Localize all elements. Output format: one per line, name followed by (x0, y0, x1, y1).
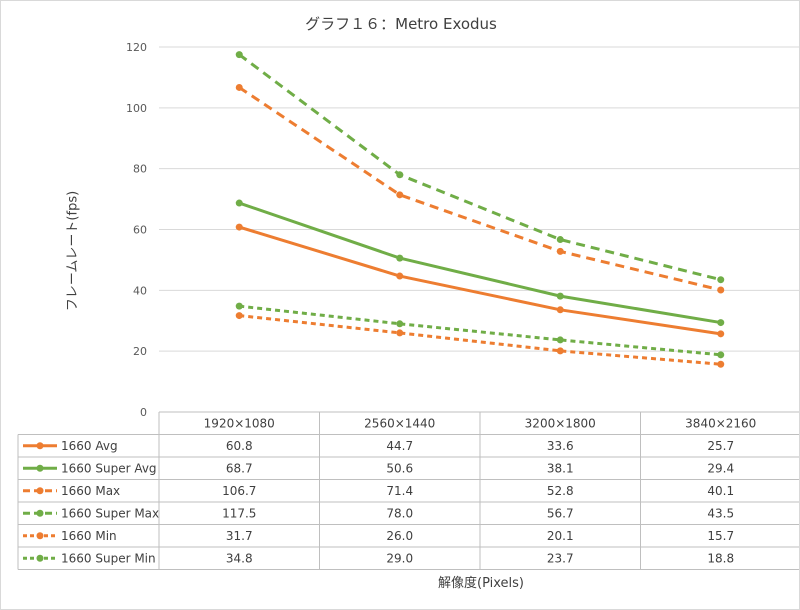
table-value: 43.5 (707, 506, 734, 520)
table-value: 56.7 (547, 506, 574, 520)
table-value: 33.6 (547, 439, 574, 453)
y-tick-label: 100 (126, 102, 147, 115)
chart-title: グラフ１６：Metro Exodus (305, 15, 497, 33)
legend-key-marker (36, 442, 44, 450)
table-value: 25.7 (707, 439, 734, 453)
data-point (396, 329, 404, 337)
legend-key-marker (36, 554, 44, 562)
legend-key-marker (36, 464, 44, 472)
table-value: 68.7 (226, 461, 253, 475)
table-value: 34.8 (226, 551, 253, 565)
data-point (235, 312, 243, 320)
data-point (556, 236, 564, 244)
table-value: 60.8 (226, 439, 253, 453)
series-line (239, 304, 721, 357)
legend-label: 1660 Super Avg (61, 461, 157, 475)
data-point (235, 51, 243, 59)
data-point (235, 302, 243, 310)
table-value: 15.7 (707, 529, 734, 543)
category-label: 3840×2160 (685, 416, 756, 430)
data-point (235, 223, 243, 231)
data-point (396, 254, 404, 262)
legend-key-marker (36, 487, 44, 495)
table-value: 38.1 (547, 461, 574, 475)
table-value: 50.6 (386, 461, 413, 475)
category-label: 3200×1800 (525, 416, 596, 430)
y-tick-label: 60 (133, 224, 147, 237)
data-point (556, 336, 564, 344)
table-value: 44.7 (386, 439, 413, 453)
y-tick-label: 120 (126, 41, 147, 54)
table-value: 52.8 (547, 484, 574, 498)
legend-key-marker (36, 532, 44, 540)
y-tick-label: 40 (133, 284, 147, 297)
data-point (556, 306, 564, 314)
y-tick-label: 80 (133, 163, 147, 176)
category-label: 2560×1440 (364, 416, 435, 430)
legend-label: 1660 Super Max (61, 506, 159, 520)
table-value: 18.8 (707, 551, 734, 565)
data-point (396, 191, 404, 199)
table-value: 29.4 (707, 461, 734, 475)
data-point (235, 83, 243, 91)
data-point (556, 347, 564, 355)
data-point (717, 276, 725, 284)
table-value: 71.4 (386, 484, 413, 498)
data-point (396, 171, 404, 179)
table-value: 31.7 (226, 529, 253, 543)
data-point (235, 199, 243, 207)
data-point (717, 286, 725, 294)
data-point (556, 247, 564, 255)
table-value: 78.0 (386, 506, 413, 520)
table-value: 106.7 (222, 484, 256, 498)
legend-label: 1660 Min (61, 529, 117, 543)
y-tick-label: 20 (133, 345, 147, 358)
x-axis-label: 解像度(Pixels) (438, 576, 524, 591)
table-value: 40.1 (707, 484, 734, 498)
data-point (717, 319, 725, 327)
data-point (396, 320, 404, 328)
y-tick-label: 0 (140, 406, 147, 419)
series-line (238, 201, 721, 325)
data-point (717, 351, 725, 359)
legend-label: 1660 Avg (61, 439, 118, 453)
category-label: 1920×1080 (204, 416, 275, 430)
table-value: 29.0 (386, 551, 413, 565)
series-line (238, 225, 721, 336)
table-value: 20.1 (547, 529, 574, 543)
series-line (238, 53, 722, 282)
legend-label: 1660 Max (61, 484, 120, 498)
table-value: 26.0 (386, 529, 413, 543)
table-value: 23.7 (547, 551, 574, 565)
legend-key-marker (36, 509, 44, 517)
data-point (717, 330, 725, 338)
data-point (396, 272, 404, 280)
data-point (556, 292, 564, 300)
table-value: 117.5 (222, 506, 256, 520)
legend-label: 1660 Super Min (61, 551, 156, 565)
data-point (717, 360, 725, 368)
series-line (238, 86, 722, 292)
